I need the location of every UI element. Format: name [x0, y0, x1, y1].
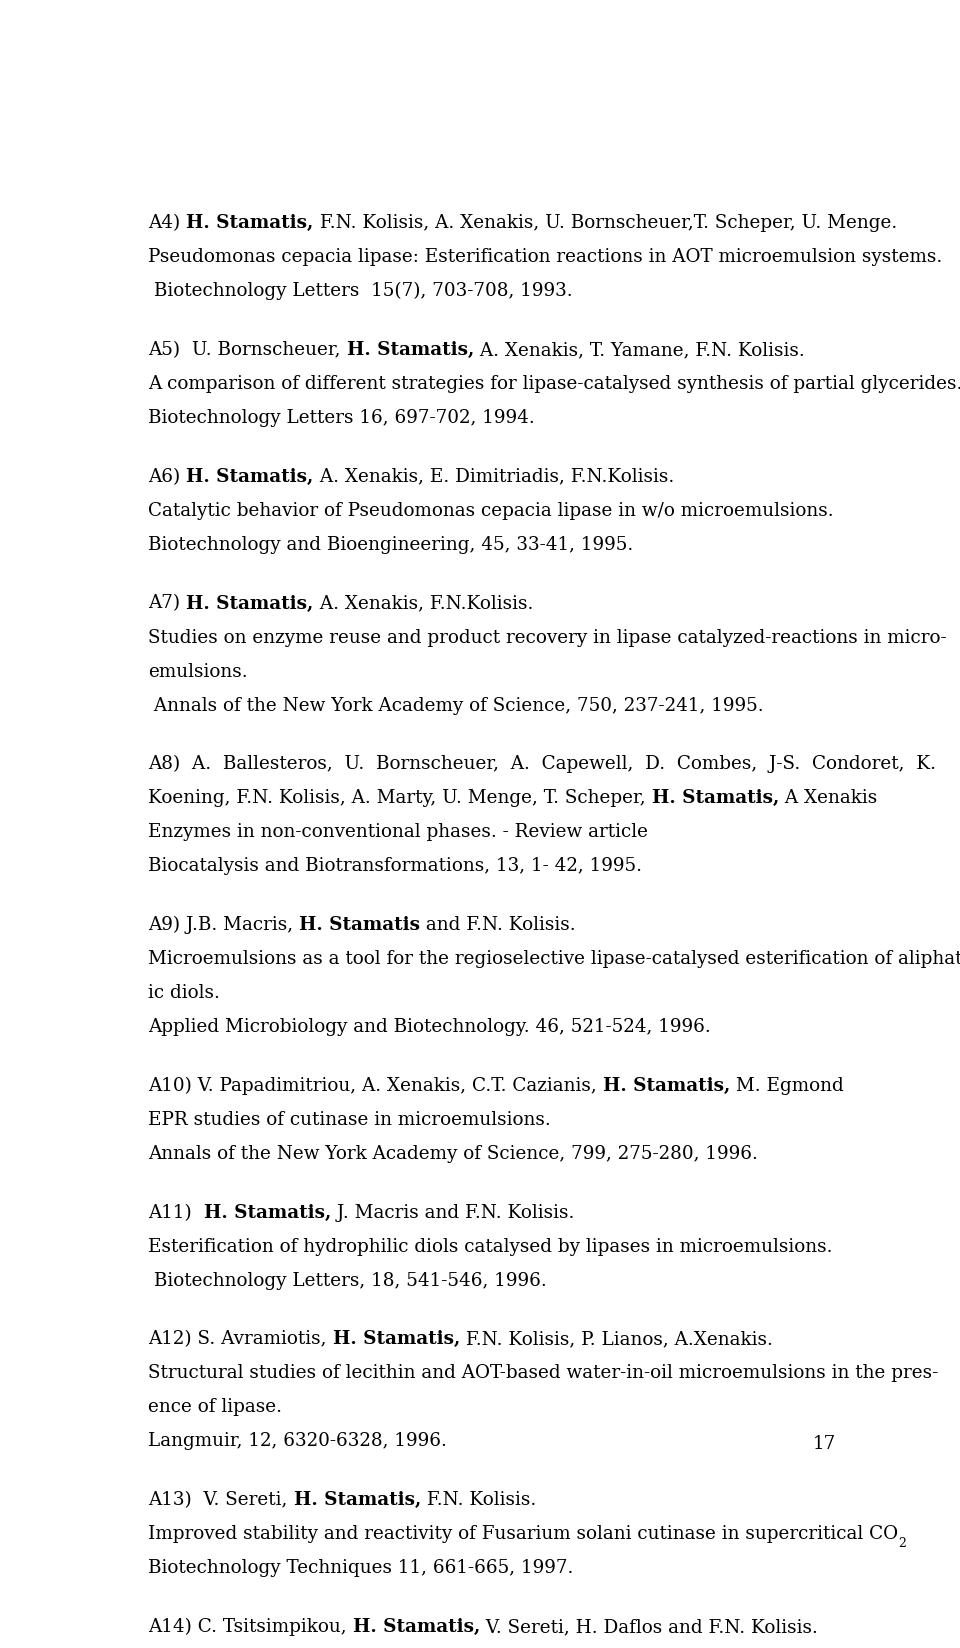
Text: A comparison of different strategies for lipase-catalysed synthesis of partial g: A comparison of different strategies for…: [148, 376, 960, 392]
Text: Biotechnology and Bioengineering, 45, 33-41, 1995.: Biotechnology and Bioengineering, 45, 33…: [148, 536, 634, 554]
Text: emulsions.: emulsions.: [148, 662, 248, 681]
Text: H. Stamatis: H. Stamatis: [300, 916, 420, 934]
Text: A5)  U. Bornscheuer,: A5) U. Bornscheuer,: [148, 341, 347, 359]
Text: Studies on enzyme reuse and product recovery in lipase catalyzed-reactions in mi: Studies on enzyme reuse and product reco…: [148, 628, 947, 646]
Text: H. Stamatis,: H. Stamatis,: [204, 1203, 331, 1221]
Text: H. Stamatis,: H. Stamatis,: [186, 214, 314, 232]
Text: Biotechnology Techniques 11, 661-665, 1997.: Biotechnology Techniques 11, 661-665, 19…: [148, 1559, 574, 1577]
Text: EPR studies of cutinase in microemulsions.: EPR studies of cutinase in microemulsion…: [148, 1111, 551, 1129]
Text: A6): A6): [148, 468, 186, 486]
Text: Biotechnology Letters 16, 697-702, 1994.: Biotechnology Letters 16, 697-702, 1994.: [148, 409, 535, 427]
Text: H. Stamatis,: H. Stamatis,: [352, 1618, 480, 1636]
Text: H. Stamatis,: H. Stamatis,: [294, 1491, 420, 1510]
Text: A11): A11): [148, 1203, 204, 1221]
Text: F.N. Kolisis.: F.N. Kolisis.: [420, 1491, 536, 1510]
Text: A12) S. Avramiotis,: A12) S. Avramiotis,: [148, 1330, 333, 1348]
Text: H. Stamatis,: H. Stamatis,: [652, 789, 779, 808]
Text: A9) J.B. Macris,: A9) J.B. Macris,: [148, 916, 300, 934]
Text: F.N. Kolisis, A. Xenakis, U. Bornscheuer,T. Scheper, U. Menge.: F.N. Kolisis, A. Xenakis, U. Bornscheuer…: [314, 214, 897, 232]
Text: Annals of the New York Academy of Science, 799, 275-280, 1996.: Annals of the New York Academy of Scienc…: [148, 1145, 758, 1163]
Text: A. Xenakis, T. Yamane, F.N. Kolisis.: A. Xenakis, T. Yamane, F.N. Kolisis.: [474, 341, 804, 359]
Text: A7): A7): [148, 595, 186, 613]
Text: H. Stamatis,: H. Stamatis,: [186, 468, 314, 486]
Text: Annals of the New York Academy of Science, 750, 237-241, 1995.: Annals of the New York Academy of Scienc…: [148, 697, 764, 715]
Text: A. Xenakis, F.N.Kolisis.: A. Xenakis, F.N.Kolisis.: [314, 595, 533, 613]
Text: Biotechnology Letters  15(7), 703-708, 1993.: Biotechnology Letters 15(7), 703-708, 19…: [148, 282, 573, 300]
Text: F.N. Kolisis, P. Lianos, A.Xenakis.: F.N. Kolisis, P. Lianos, A.Xenakis.: [460, 1330, 773, 1348]
Text: A10) V. Papadimitriou, A. Xenakis, C.T. Cazianis,: A10) V. Papadimitriou, A. Xenakis, C.T. …: [148, 1076, 603, 1094]
Text: J. Macris and F.N. Kolisis.: J. Macris and F.N. Kolisis.: [331, 1203, 574, 1221]
Text: ic diols.: ic diols.: [148, 984, 220, 1002]
Text: A8)  A.  Ballesteros,  U.  Bornscheuer,  A.  Capewell,  D.  Combes,  J-S.  Condo: A8) A. Ballesteros, U. Bornscheuer, A. C…: [148, 755, 936, 773]
Text: V. Sereti, H. Daflos and F.N. Kolisis.: V. Sereti, H. Daflos and F.N. Kolisis.: [480, 1618, 818, 1636]
Text: Koening, F.N. Kolisis, A. Marty, U. Menge, T. Scheper,: Koening, F.N. Kolisis, A. Marty, U. Meng…: [148, 789, 652, 808]
Text: Structural studies of lecithin and AOT-based water-in-oil microemulsions in the : Structural studies of lecithin and AOT-b…: [148, 1365, 939, 1383]
Text: H. Stamatis,: H. Stamatis,: [347, 341, 474, 359]
Text: A14) C. Tsitsimpikou,: A14) C. Tsitsimpikou,: [148, 1618, 352, 1636]
Text: Esterification of hydrophilic diols catalysed by lipases in microemulsions.: Esterification of hydrophilic diols cata…: [148, 1238, 832, 1256]
Text: Biocatalysis and Biotransformations, 13, 1- 42, 1995.: Biocatalysis and Biotransformations, 13,…: [148, 857, 642, 875]
Text: H. Stamatis,: H. Stamatis,: [333, 1330, 460, 1348]
Text: A. Xenakis, E. Dimitriadis, F.N.Kolisis.: A. Xenakis, E. Dimitriadis, F.N.Kolisis.: [314, 468, 674, 486]
Text: Biotechnology Letters, 18, 541-546, 1996.: Biotechnology Letters, 18, 541-546, 1996…: [148, 1272, 547, 1290]
Text: Applied Microbiology and Biotechnology. 46, 521-524, 1996.: Applied Microbiology and Biotechnology. …: [148, 1018, 711, 1037]
Text: Microemulsions as a tool for the regioselective lipase-catalysed esterification : Microemulsions as a tool for the regiose…: [148, 951, 960, 967]
Text: A Xenakis: A Xenakis: [779, 789, 877, 808]
Text: M. Egmond: M. Egmond: [731, 1076, 844, 1094]
Text: A4): A4): [148, 214, 186, 232]
Text: ence of lipase.: ence of lipase.: [148, 1399, 282, 1416]
Text: Improved stability and reactivity of Fusarium solani cutinase in supercritical C: Improved stability and reactivity of Fus…: [148, 1524, 899, 1543]
Text: Enzymes in non-conventional phases. - Review article: Enzymes in non-conventional phases. - Re…: [148, 824, 648, 842]
Text: 17: 17: [812, 1435, 836, 1454]
Text: and F.N. Kolisis.: and F.N. Kolisis.: [420, 916, 576, 934]
Text: A13)  V. Sereti,: A13) V. Sereti,: [148, 1491, 294, 1510]
Text: Catalytic behavior of Pseudomonas cepacia lipase in w/o microemulsions.: Catalytic behavior of Pseudomonas cepaci…: [148, 501, 834, 519]
Text: H. Stamatis,: H. Stamatis,: [186, 595, 314, 613]
Text: Langmuir, 12, 6320-6328, 1996.: Langmuir, 12, 6320-6328, 1996.: [148, 1432, 447, 1450]
Text: 2: 2: [899, 1538, 906, 1549]
Text: H. Stamatis,: H. Stamatis,: [603, 1076, 731, 1094]
Text: Pseudomonas cepacia lipase: Esterification reactions in AOT microemulsion system: Pseudomonas cepacia lipase: Esterificati…: [148, 249, 943, 267]
